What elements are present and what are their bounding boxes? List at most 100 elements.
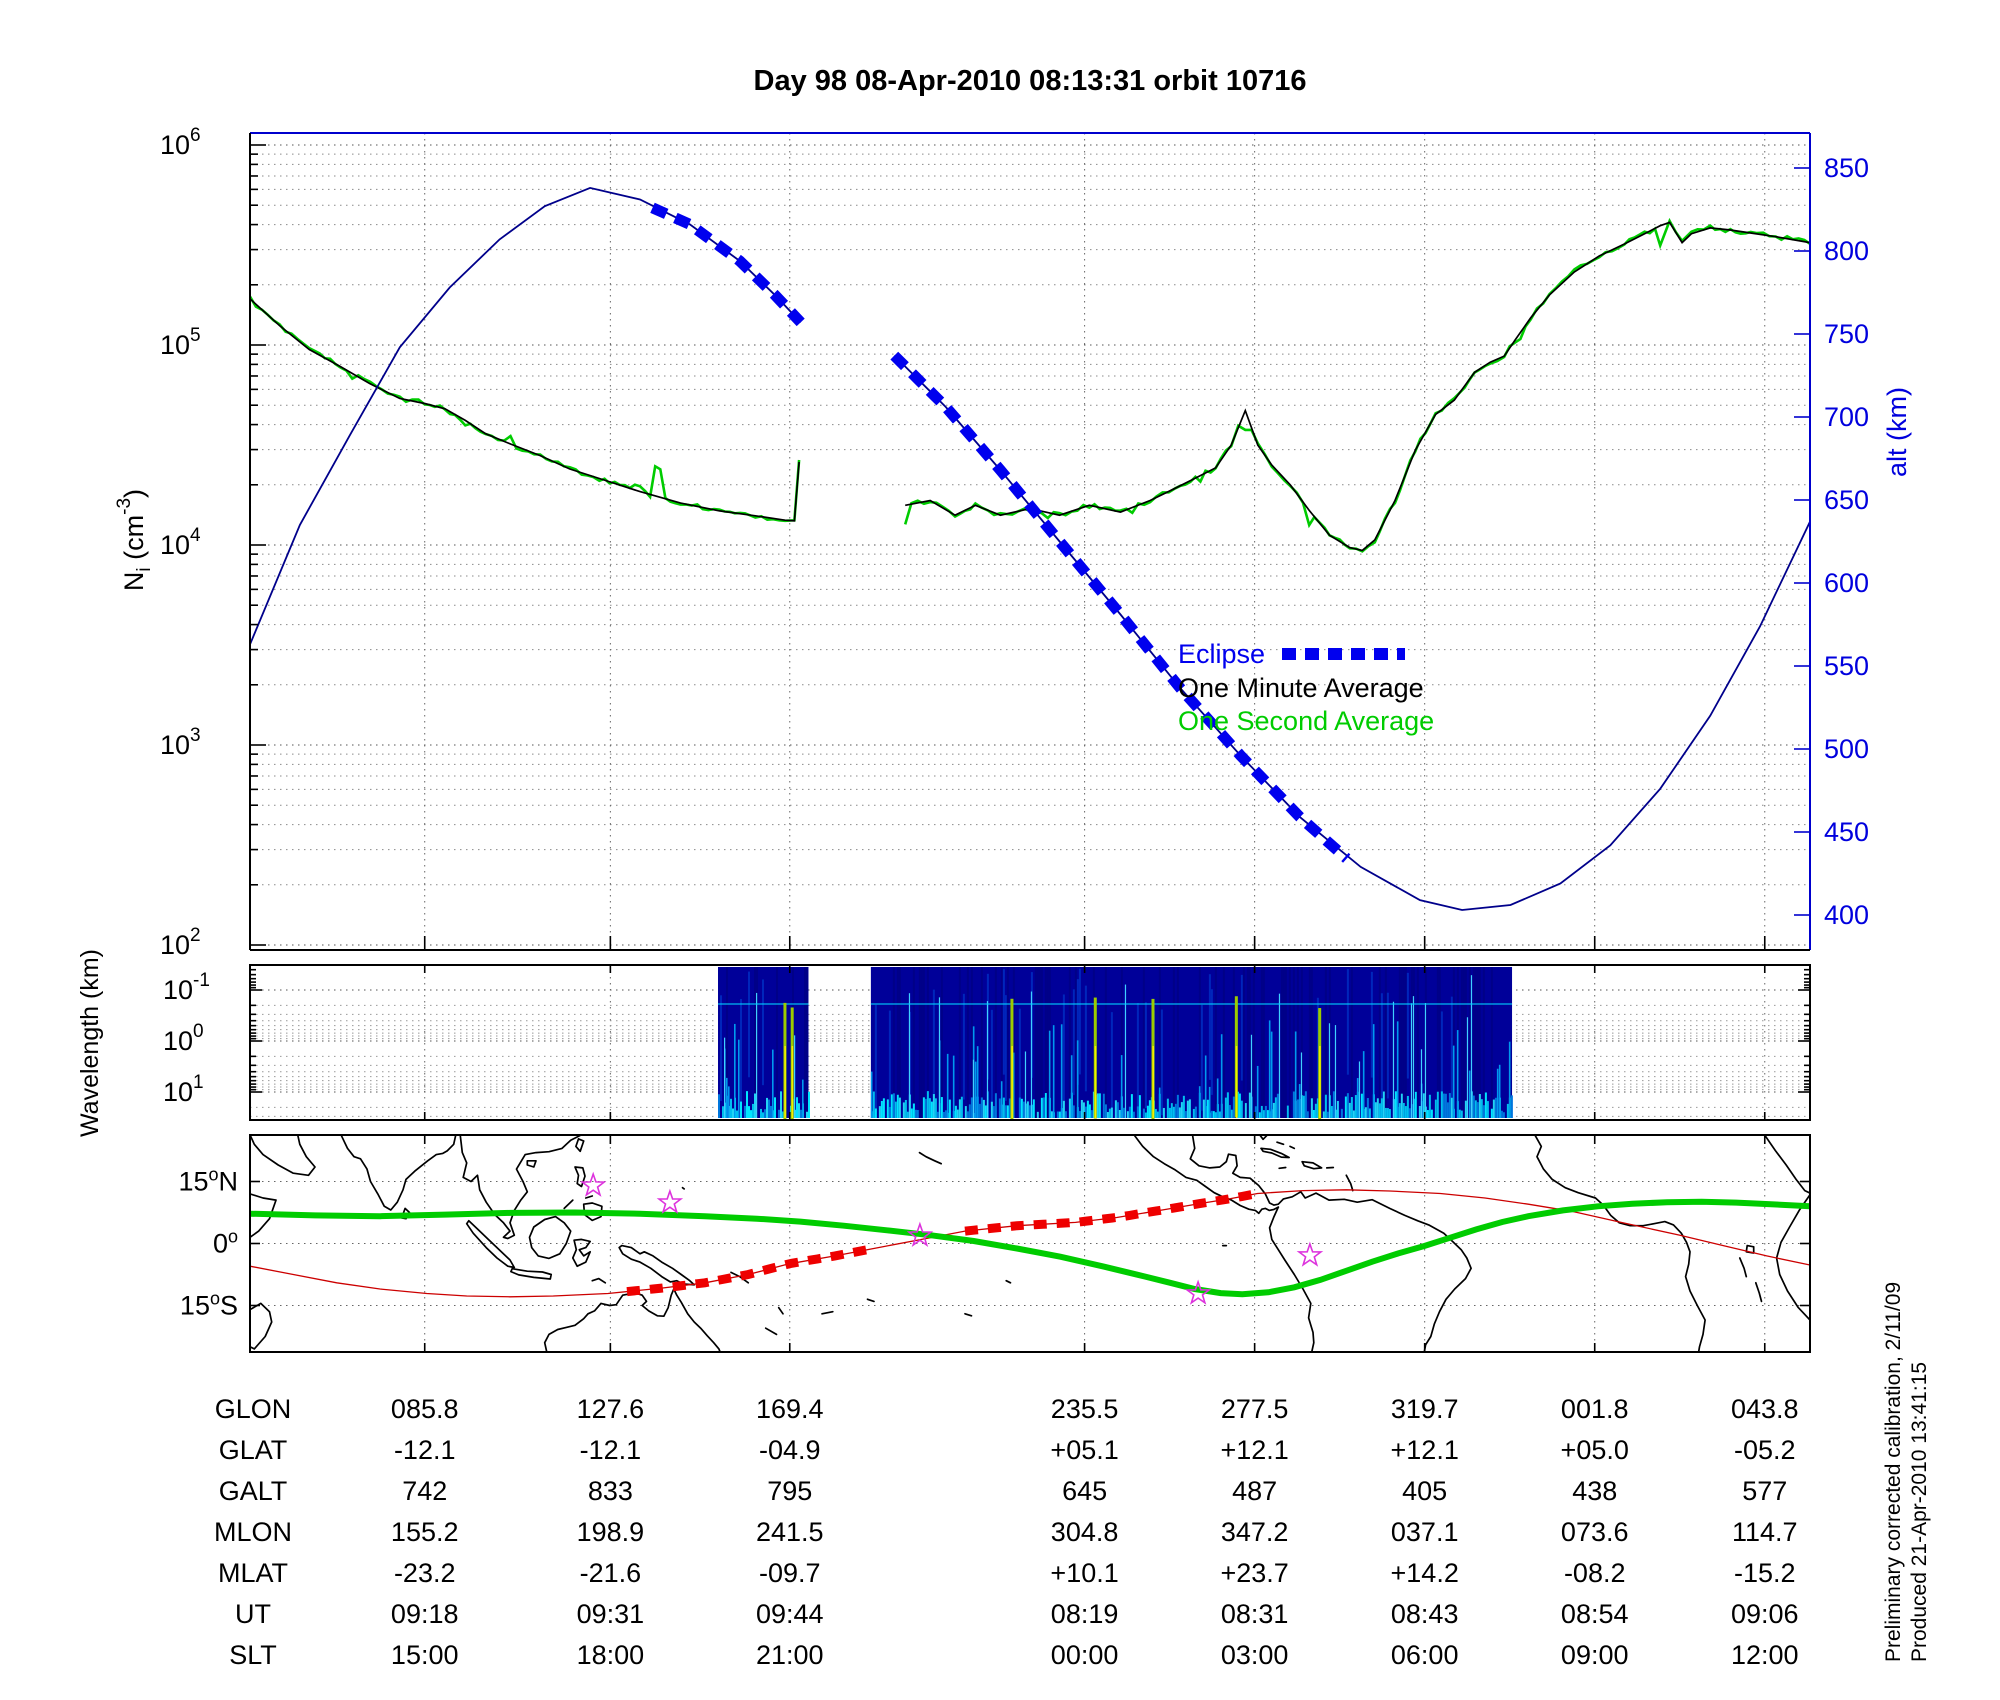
spectro-streak [1498, 1064, 1501, 1118]
spectro-streak [1328, 1023, 1331, 1118]
spectro-streak [1204, 1055, 1207, 1118]
spectro-bottom-band [882, 1098, 885, 1118]
ephemeris-value: 304.8 [1051, 1517, 1119, 1547]
spectro-streak [1298, 1084, 1301, 1118]
ephemeris-value: 795 [767, 1476, 812, 1506]
spectro-bottom-band [1364, 1107, 1367, 1118]
spectro-bottom-band [1142, 1108, 1145, 1118]
spectro-bottom-band [954, 1105, 957, 1118]
spectro-streak [734, 1023, 736, 1118]
spectro-bottom-band [1236, 1091, 1239, 1118]
spectro-bottom-band [1346, 1093, 1349, 1118]
spectro-bright-streak-core [1011, 1046, 1013, 1118]
spectro-bottom-band [1352, 1110, 1355, 1118]
spectro-bottom-band [1082, 1102, 1085, 1118]
spectro-col [1006, 967, 1009, 1118]
spectro-bottom-band [764, 1109, 766, 1118]
legend-second-label: One Second Average [1178, 706, 1434, 736]
spectro-bottom-band [1118, 1109, 1121, 1118]
spectro-bottom-band [1136, 1106, 1139, 1118]
ephemeris-value: 277.5 [1221, 1394, 1289, 1424]
spectro-bottom-band [1394, 1091, 1397, 1118]
spectro-col [1406, 972, 1409, 1079]
coastline [764, 1327, 778, 1336]
spectro-bottom-band [1128, 1106, 1131, 1118]
spectro-bottom-band [1378, 1103, 1381, 1118]
spectro-col [1104, 967, 1107, 1118]
ephemeris-value: -12.1 [394, 1435, 456, 1465]
spectro-bottom-band [1316, 1098, 1319, 1118]
spectro-col [958, 967, 961, 1118]
coastline [1189, 1135, 1472, 1352]
spectro-bottom-band [1428, 1094, 1431, 1118]
spectro-bottom-band [1202, 1099, 1205, 1118]
spectro-col [990, 1009, 993, 1116]
coastline [510, 1267, 553, 1280]
spectro-streak [1508, 1041, 1511, 1118]
spectro-col [892, 967, 895, 1118]
spectro-bottom-band [1006, 1105, 1009, 1118]
spectro-streak [1250, 1034, 1253, 1118]
ephemeris-value: 08:43 [1391, 1599, 1459, 1629]
spectro-bottom-band [1248, 1092, 1251, 1118]
spectro-bottom-band [1022, 1101, 1025, 1118]
ephemeris-value: 09:44 [756, 1599, 824, 1629]
spectro-bottom-band [998, 1098, 1001, 1118]
figure-title: Day 98 08-Apr-2010 08:13:31 orbit 10716 [754, 65, 1307, 97]
spectro-bottom-band [1404, 1106, 1407, 1118]
ephemeris-value: 08:19 [1051, 1599, 1119, 1629]
spectro-bottom-band [1008, 1098, 1011, 1118]
station-star-marker [1184, 1279, 1212, 1305]
spectro-bottom-band [1386, 1108, 1389, 1118]
spectro-streak [1270, 1031, 1273, 1118]
spectro-col [1296, 967, 1299, 1118]
ephemeris-value: -23.2 [394, 1558, 456, 1588]
spectro-col [918, 967, 921, 1118]
spectro-col [980, 967, 983, 1118]
spectro-bottom-band [1186, 1100, 1189, 1118]
spectro-bottom-band [1080, 1099, 1083, 1118]
ephemeris-value: -12.1 [580, 1435, 642, 1465]
spectro-col [932, 989, 935, 1096]
spectro-bottom-band [796, 1097, 798, 1118]
spectro-col [1308, 967, 1311, 1118]
spectro-col [1176, 967, 1179, 1118]
coastline [574, 1166, 586, 1188]
spectro-bottom-band [940, 1097, 943, 1118]
spectro-bottom-band [1272, 1102, 1275, 1118]
ni-axis-title-end: ) [119, 489, 149, 498]
spectro-col [1034, 967, 1037, 1118]
spectro-streak [1216, 1078, 1219, 1118]
spectro-bottom-band [1042, 1097, 1045, 1118]
ni-axis-title-base: N [119, 572, 149, 592]
spectro-bottom-band [984, 1105, 987, 1118]
spectro-bottom-band [1376, 1098, 1379, 1118]
spectro-streak [1362, 1051, 1365, 1118]
spectro-bottom-band [1132, 1111, 1135, 1118]
spectro-bottom-band [960, 1096, 963, 1118]
spectro-col [740, 999, 742, 1105]
spectro-bottom-band [994, 1093, 997, 1118]
spectro-bottom-band [1458, 1109, 1461, 1118]
spectro-bottom-band [1264, 1105, 1267, 1118]
spectro-bottom-band [754, 1093, 756, 1118]
spectro-bottom-band [1506, 1103, 1509, 1118]
spectro-col [1464, 967, 1467, 1118]
spectro-col [1222, 967, 1225, 1118]
spectro-bottom-band [1304, 1091, 1307, 1118]
spectro-bottom-band [748, 1106, 750, 1118]
spectro-horizontal-band [870, 1003, 1513, 1005]
coastline [563, 1199, 574, 1210]
spectro-streak [1396, 1021, 1399, 1118]
ni-tick-label: 104 [160, 525, 201, 560]
spectro-col [1040, 967, 1043, 1118]
spectro-bottom-band [1166, 1098, 1169, 1118]
spectro-col [1386, 992, 1389, 1099]
spectro-streak [976, 1046, 979, 1118]
spectro-bottom-band [1102, 1093, 1105, 1118]
spectro-bottom-band [770, 1105, 772, 1118]
legend-minute-label: One Minute Average [1178, 673, 1424, 703]
spectro-bottom-band [732, 1108, 734, 1118]
spectro-col [726, 967, 728, 1118]
spectro-bottom-band [798, 1103, 800, 1118]
